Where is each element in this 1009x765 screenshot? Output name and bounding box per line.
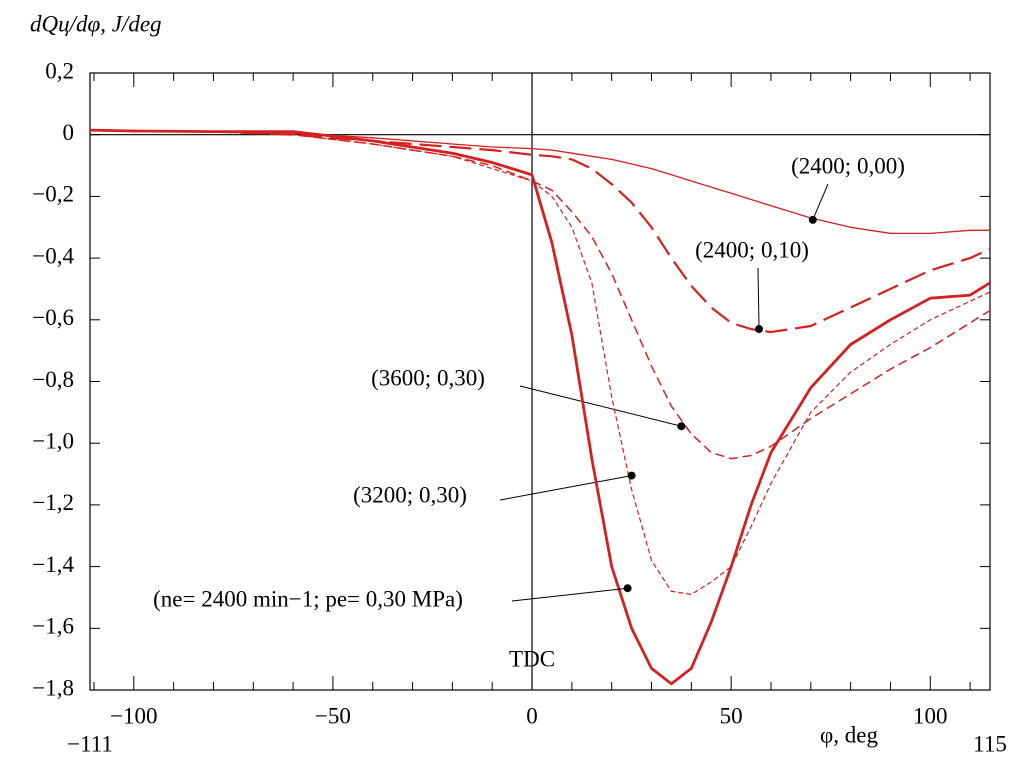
- y-tick-label: −1,0: [32, 428, 74, 453]
- y-tick-label: 0,2: [45, 58, 74, 83]
- x-tick-label: 100: [913, 703, 948, 728]
- x-tick-label: 0: [526, 703, 538, 728]
- series-label: (ne= 2400 min−1; pe= 0,30 MPa): [153, 586, 463, 611]
- series-label: (2400; 0,00): [791, 153, 905, 178]
- label-point: [677, 422, 686, 431]
- y-tick-label: 0: [63, 120, 75, 145]
- leader-line: [757, 267, 760, 330]
- leader-line: [511, 587, 628, 602]
- series-label: (3200; 0,30): [353, 482, 467, 507]
- x-tick-label: 115: [973, 731, 1007, 756]
- series-line: [89, 129, 991, 334]
- tdc-label: TDC: [509, 646, 555, 671]
- series-label: (2400; 0,10): [695, 237, 809, 262]
- y-axis-title: dQц/dφ, J/deg: [30, 11, 162, 36]
- leader-line: [499, 475, 632, 501]
- y-tick-label: −0,4: [32, 243, 74, 268]
- series-line: [89, 129, 990, 235]
- series-label: (3600; 0,30): [371, 365, 485, 390]
- series-line: [89, 129, 991, 595]
- y-tick-label: −0,8: [32, 367, 74, 392]
- x-tick-label: −50: [315, 703, 351, 728]
- x-tick-label: 50: [720, 703, 743, 728]
- label-point: [623, 584, 632, 593]
- y-tick-label: −1,4: [32, 552, 74, 577]
- y-tick-label: −1,2: [32, 490, 74, 515]
- y-tick-label: −1,6: [32, 614, 74, 639]
- label-point: [755, 325, 764, 334]
- x-tick-label: −100: [110, 703, 157, 728]
- x-axis-title: φ, deg: [820, 722, 878, 747]
- leader-line: [812, 183, 829, 221]
- leader-line: [519, 385, 682, 427]
- series-line: [89, 128, 991, 686]
- y-tick-label: −1,8: [32, 675, 74, 700]
- y-tick-label: −0,6: [32, 305, 74, 330]
- label-point: [627, 471, 636, 480]
- label-point: [808, 215, 817, 224]
- x-tick-label: −111: [67, 731, 113, 756]
- y-tick-label: −0,2: [32, 182, 74, 207]
- series-line: [89, 129, 991, 460]
